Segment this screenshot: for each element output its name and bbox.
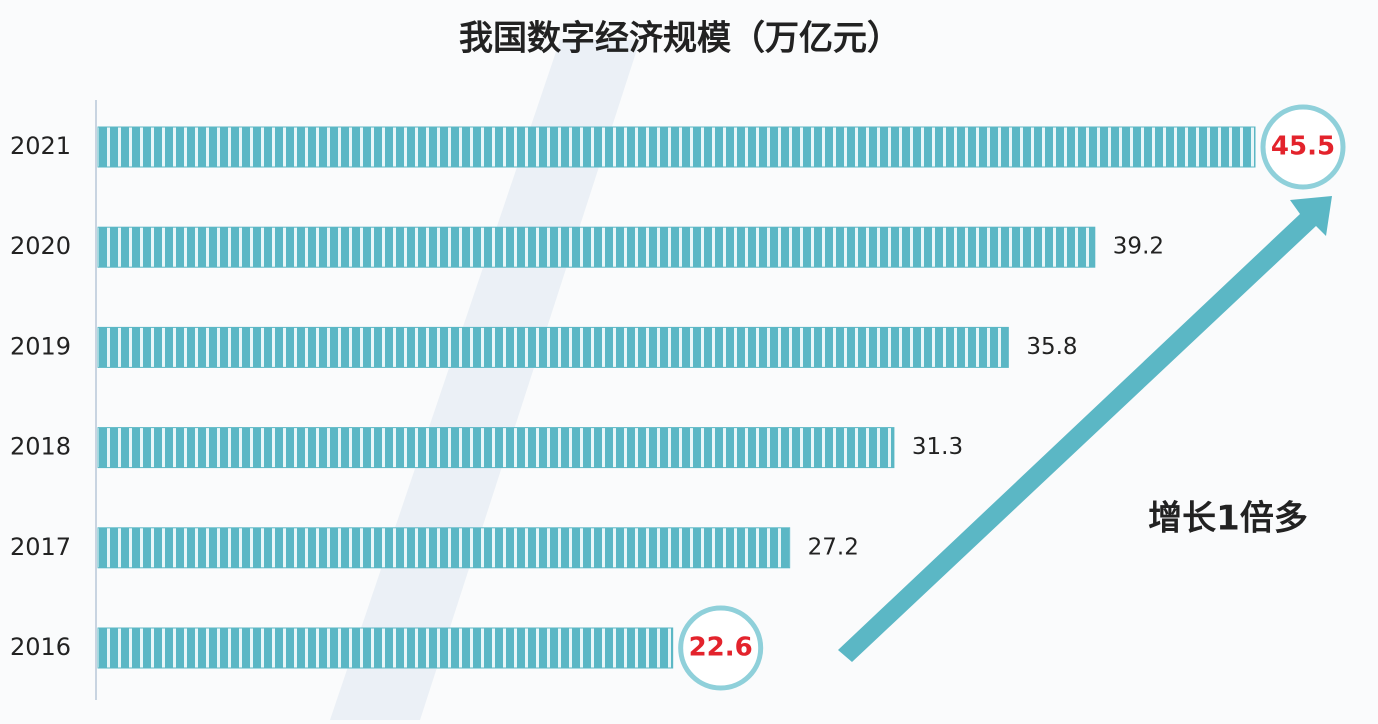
highlight-ring xyxy=(1260,104,1346,190)
bar xyxy=(97,326,1009,368)
value-label: 22.6 xyxy=(689,633,753,663)
chart-title: 我国数字经济规模（万亿元） xyxy=(459,19,901,59)
y-tick-label: 2020 xyxy=(10,232,71,260)
bar xyxy=(97,527,791,569)
value-label: 31.3 xyxy=(912,434,963,460)
bar xyxy=(97,126,1256,168)
y-tick-label: 2018 xyxy=(10,433,71,461)
bar xyxy=(97,427,895,469)
growth-arrow xyxy=(838,196,1332,662)
bar xyxy=(97,226,1096,268)
value-label: 27.2 xyxy=(808,534,859,560)
bar xyxy=(97,627,674,669)
y-tick-label: 2016 xyxy=(10,633,71,661)
y-tick-label: 2019 xyxy=(10,332,71,360)
y-tick-label: 2017 xyxy=(10,533,71,561)
highlight-ring xyxy=(678,605,764,691)
annotation: 增长1倍多 xyxy=(1148,499,1308,539)
value-label: 39.2 xyxy=(1113,234,1164,260)
y-tick-label: 2021 xyxy=(10,132,71,160)
value-label: 35.8 xyxy=(1026,334,1077,360)
value-label: 45.5 xyxy=(1271,132,1335,162)
